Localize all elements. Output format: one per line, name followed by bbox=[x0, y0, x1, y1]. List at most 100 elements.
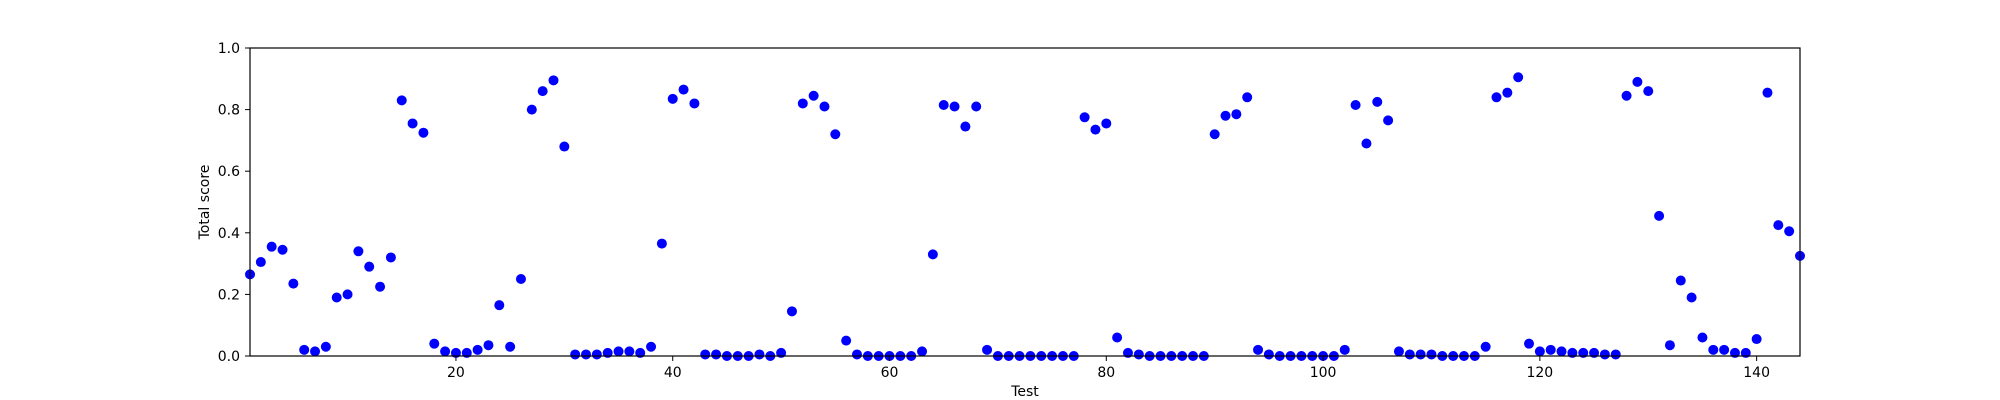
data-point bbox=[1231, 109, 1242, 120]
data-point bbox=[786, 306, 797, 317]
data-point bbox=[689, 98, 700, 109]
data-point bbox=[1253, 344, 1264, 355]
data-point bbox=[1621, 90, 1632, 101]
y-axis-ticks: 0.0 0.2 0.4 0.6 0.8 1.0 bbox=[218, 41, 250, 365]
data-point bbox=[353, 246, 364, 257]
data-point bbox=[1361, 138, 1372, 149]
x-tick-label: 140 bbox=[1743, 365, 1770, 381]
x-tick-label: 100 bbox=[1310, 365, 1337, 381]
data-point bbox=[613, 346, 624, 357]
data-point bbox=[1426, 349, 1437, 360]
data-point bbox=[581, 349, 592, 360]
data-point bbox=[385, 252, 396, 263]
data-point bbox=[505, 341, 516, 352]
data-point bbox=[418, 127, 429, 138]
data-point bbox=[667, 93, 678, 104]
data-point bbox=[1556, 346, 1567, 357]
data-point bbox=[1610, 349, 1621, 360]
data-point bbox=[559, 141, 570, 152]
x-tick-label: 40 bbox=[664, 365, 682, 381]
data-point bbox=[407, 118, 418, 129]
data-point bbox=[591, 349, 602, 360]
data-point bbox=[808, 90, 819, 101]
data-point bbox=[1404, 349, 1415, 360]
x-axis-label: Test bbox=[1010, 384, 1039, 400]
data-point bbox=[1664, 340, 1675, 351]
data-point bbox=[1708, 344, 1719, 355]
data-point bbox=[1524, 338, 1535, 349]
x-tick-label: 20 bbox=[447, 365, 465, 381]
data-point bbox=[1133, 349, 1144, 360]
data-point bbox=[797, 98, 808, 109]
data-point bbox=[960, 121, 971, 132]
data-point bbox=[1480, 341, 1491, 352]
data-point bbox=[255, 257, 266, 268]
data-point bbox=[1079, 112, 1090, 123]
data-point bbox=[982, 344, 993, 355]
data-point bbox=[396, 95, 407, 106]
data-point bbox=[548, 75, 559, 86]
y-axis-label: Total score bbox=[197, 165, 213, 241]
data-point bbox=[1112, 332, 1123, 343]
y-tick-label: 0.2 bbox=[218, 287, 240, 303]
x-tick-label: 60 bbox=[881, 365, 899, 381]
data-point bbox=[331, 292, 342, 303]
data-point bbox=[1654, 210, 1665, 221]
x-axis-ticks: 20 40 60 80 100 120 140 bbox=[447, 356, 1770, 381]
data-point bbox=[1263, 349, 1274, 360]
data-point bbox=[678, 84, 689, 95]
data-point bbox=[483, 340, 494, 351]
data-point bbox=[288, 278, 299, 289]
data-point bbox=[1784, 226, 1795, 237]
data-point bbox=[494, 300, 505, 311]
y-tick-label: 0.0 bbox=[218, 349, 240, 365]
data-point bbox=[1697, 332, 1708, 343]
data-point bbox=[917, 346, 928, 357]
data-point bbox=[1534, 346, 1545, 357]
data-point bbox=[1502, 87, 1513, 98]
data-point bbox=[440, 346, 451, 357]
data-point bbox=[949, 101, 960, 112]
data-point bbox=[938, 99, 949, 110]
data-point bbox=[364, 261, 375, 272]
data-point bbox=[570, 349, 581, 360]
data-point bbox=[375, 281, 386, 292]
x-tick-label: 80 bbox=[1097, 365, 1115, 381]
data-point bbox=[1513, 72, 1524, 83]
data-point bbox=[1350, 99, 1361, 110]
data-point bbox=[656, 238, 667, 249]
data-point bbox=[851, 349, 862, 360]
data-point bbox=[700, 349, 711, 360]
data-point bbox=[429, 338, 440, 349]
x-tick-label: 120 bbox=[1526, 365, 1553, 381]
data-point bbox=[1393, 346, 1404, 357]
data-point bbox=[1383, 115, 1394, 126]
data-point bbox=[537, 86, 548, 97]
plot-frame bbox=[249, 47, 1801, 357]
data-point bbox=[1686, 292, 1697, 303]
data-point bbox=[1242, 92, 1253, 103]
data-point bbox=[1101, 118, 1112, 129]
data-point bbox=[472, 344, 483, 355]
data-point bbox=[515, 274, 526, 284]
data-point bbox=[320, 341, 331, 352]
data-point bbox=[1415, 349, 1426, 360]
data-point bbox=[299, 344, 310, 355]
y-tick-label: 0.8 bbox=[218, 103, 240, 119]
data-point bbox=[1719, 344, 1730, 355]
data-point bbox=[1220, 110, 1231, 121]
data-point bbox=[646, 341, 657, 352]
data-point bbox=[1773, 220, 1784, 231]
data-point bbox=[310, 346, 321, 357]
data-point bbox=[1209, 129, 1220, 140]
data-point bbox=[1751, 334, 1762, 345]
data-point bbox=[711, 349, 722, 360]
data-point bbox=[1491, 92, 1502, 103]
data-point bbox=[1599, 349, 1610, 360]
data-point bbox=[624, 346, 635, 357]
data-point bbox=[1675, 275, 1686, 286]
data-point bbox=[1545, 344, 1556, 355]
data-point bbox=[1632, 76, 1643, 87]
data-point bbox=[1090, 124, 1101, 135]
